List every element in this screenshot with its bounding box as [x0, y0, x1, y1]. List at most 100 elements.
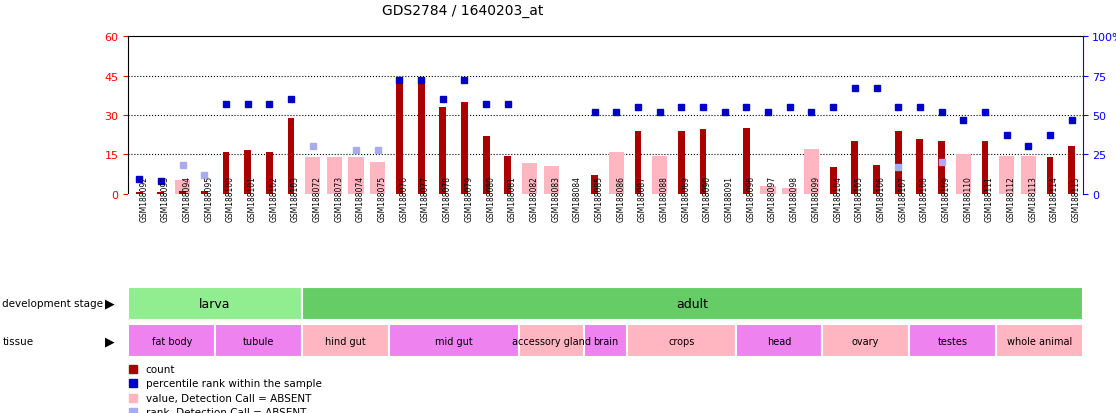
Text: GSM188106: GSM188106	[876, 176, 885, 222]
Text: percentile rank within the sample: percentile rank within the sample	[145, 378, 321, 389]
Text: GSM188077: GSM188077	[421, 176, 430, 222]
Text: GSM188095: GSM188095	[204, 176, 213, 222]
Text: GSM188097: GSM188097	[768, 176, 777, 222]
Bar	[244, 151, 251, 194]
Text: brain: brain	[593, 336, 618, 346]
Text: GSM188081: GSM188081	[508, 176, 517, 221]
Bar	[201, 192, 208, 194]
Bar	[396, 82, 403, 194]
Bar	[700, 130, 706, 194]
Text: value, Detection Call = ABSENT: value, Detection Call = ABSENT	[145, 393, 311, 403]
Text: GSM188115: GSM188115	[1071, 176, 1080, 221]
Bar	[895, 131, 902, 194]
Bar	[215, 324, 301, 357]
Bar	[388, 324, 519, 357]
Text: GSM188114: GSM188114	[1050, 176, 1059, 221]
Bar	[417, 82, 424, 194]
Bar	[305, 157, 320, 194]
Text: rank, Detection Call = ABSENT: rank, Detection Call = ABSENT	[145, 407, 306, 413]
Text: GSM188072: GSM188072	[312, 176, 321, 222]
Bar	[782, 189, 797, 194]
Bar	[461, 102, 468, 194]
Bar	[301, 324, 388, 357]
Bar	[543, 166, 559, 194]
Text: ▶: ▶	[105, 334, 115, 347]
Text: accessory gland: accessory gland	[512, 336, 590, 346]
Text: tissue: tissue	[2, 336, 33, 346]
Text: GSM188099: GSM188099	[811, 176, 820, 222]
Bar	[652, 156, 667, 194]
Text: crops: crops	[668, 336, 694, 346]
Bar	[981, 142, 989, 194]
Text: GSM188080: GSM188080	[487, 176, 496, 222]
Bar	[829, 168, 837, 194]
Text: GSM188110: GSM188110	[963, 176, 972, 221]
Text: mid gut: mid gut	[435, 336, 472, 346]
Text: head: head	[767, 336, 791, 346]
Text: development stage: development stage	[2, 299, 104, 309]
Text: GSM188090: GSM188090	[703, 176, 712, 222]
Text: GSM188102: GSM188102	[269, 176, 278, 221]
Bar	[735, 324, 822, 357]
Text: ▶: ▶	[105, 297, 115, 310]
Bar	[266, 152, 272, 194]
Bar	[128, 287, 301, 320]
Text: larva: larva	[200, 297, 231, 310]
Text: GSM188103: GSM188103	[291, 176, 300, 222]
Text: ovary: ovary	[852, 336, 879, 346]
Bar	[519, 324, 584, 357]
Bar	[852, 142, 858, 194]
Text: whole animal: whole animal	[1007, 336, 1071, 346]
Text: GSM188104: GSM188104	[834, 176, 843, 222]
Text: testes: testes	[937, 336, 968, 346]
Text: GSM188075: GSM188075	[377, 176, 387, 222]
Bar	[180, 192, 186, 194]
Text: GSM188096: GSM188096	[747, 176, 756, 222]
Bar	[939, 142, 945, 194]
Text: GSM188073: GSM188073	[335, 176, 344, 222]
Bar	[348, 157, 364, 194]
Bar	[999, 156, 1014, 194]
Bar	[128, 324, 215, 357]
Text: GSM188111: GSM188111	[985, 176, 994, 221]
Bar	[522, 164, 537, 194]
Text: GDS2784 / 1640203_at: GDS2784 / 1640203_at	[382, 4, 543, 18]
Text: GSM188088: GSM188088	[660, 176, 668, 221]
Bar	[175, 181, 190, 194]
Text: GSM188113: GSM188113	[1028, 176, 1037, 221]
Text: hind gut: hind gut	[325, 336, 366, 346]
Text: GSM188098: GSM188098	[790, 176, 799, 222]
Text: GSM188086: GSM188086	[616, 176, 625, 222]
Text: tubule: tubule	[243, 336, 275, 346]
Text: GSM188091: GSM188091	[724, 176, 733, 222]
Text: GSM188087: GSM188087	[638, 176, 647, 222]
Text: count: count	[145, 364, 175, 374]
Bar	[288, 118, 295, 194]
Text: GSM188094: GSM188094	[183, 176, 192, 222]
Bar	[440, 108, 446, 194]
Bar	[822, 324, 910, 357]
Bar	[743, 129, 750, 194]
Bar	[955, 155, 971, 194]
Text: GSM188074: GSM188074	[356, 176, 365, 222]
Bar	[608, 152, 624, 194]
Text: adult: adult	[676, 297, 709, 310]
Text: GSM188101: GSM188101	[248, 176, 257, 221]
Bar	[301, 287, 1083, 320]
Text: GSM188089: GSM188089	[682, 176, 691, 222]
Bar	[873, 165, 879, 194]
Bar	[995, 324, 1083, 357]
Bar	[136, 193, 143, 194]
Text: GSM188093: GSM188093	[161, 176, 170, 222]
Bar	[677, 131, 685, 194]
Text: GSM188105: GSM188105	[855, 176, 864, 222]
Text: GSM188084: GSM188084	[573, 176, 581, 222]
Text: GSM188078: GSM188078	[443, 176, 452, 222]
Text: GSM188112: GSM188112	[1007, 176, 1016, 221]
Bar	[1068, 147, 1075, 194]
Text: GSM188107: GSM188107	[898, 176, 907, 222]
Bar	[1021, 156, 1036, 194]
Bar	[916, 139, 923, 194]
Bar	[222, 152, 230, 194]
Bar	[627, 324, 735, 357]
